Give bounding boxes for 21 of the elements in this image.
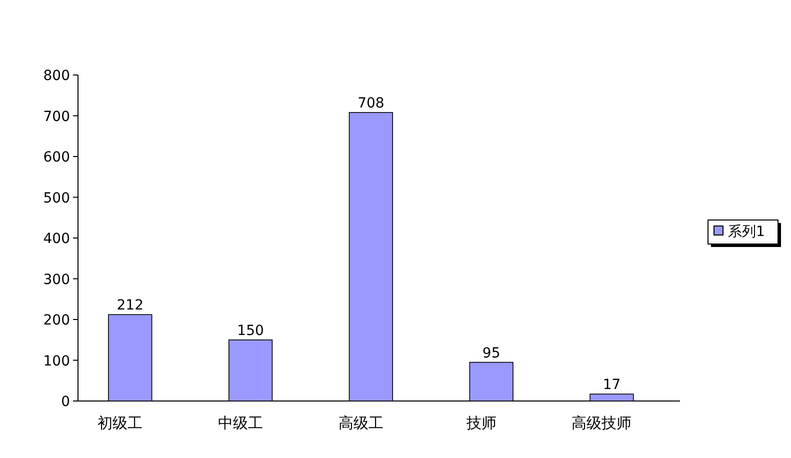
y-tick-label: 0 — [61, 394, 70, 410]
data-label: 212 — [116, 298, 144, 314]
x-tick-label: 高级技师 — [572, 414, 632, 432]
data-label: 95 — [482, 345, 500, 362]
y-tick-label: 100 — [43, 353, 70, 370]
y-tick-label: 200 — [43, 312, 70, 328]
y-tick-label: 600 — [43, 150, 70, 166]
y-tick-label: 800 — [43, 68, 70, 84]
legend: 系列1 — [708, 220, 781, 247]
y-tick-label: 700 — [43, 108, 70, 125]
y-tick-label: 500 — [43, 190, 70, 206]
x-tick-label: 技师 — [465, 414, 496, 432]
y-tick-label: 400 — [43, 231, 70, 247]
y-tick-label: 300 — [43, 272, 70, 288]
legend-label: 系列1 — [728, 224, 765, 240]
data-label: 150 — [237, 322, 264, 339]
x-tick-label: 初级工 — [98, 414, 143, 432]
data-label: 708 — [358, 95, 384, 112]
data-label: 17 — [602, 377, 621, 394]
x-tick-label: 高级工 — [338, 414, 384, 432]
x-tick-label: 中级工 — [218, 414, 264, 432]
